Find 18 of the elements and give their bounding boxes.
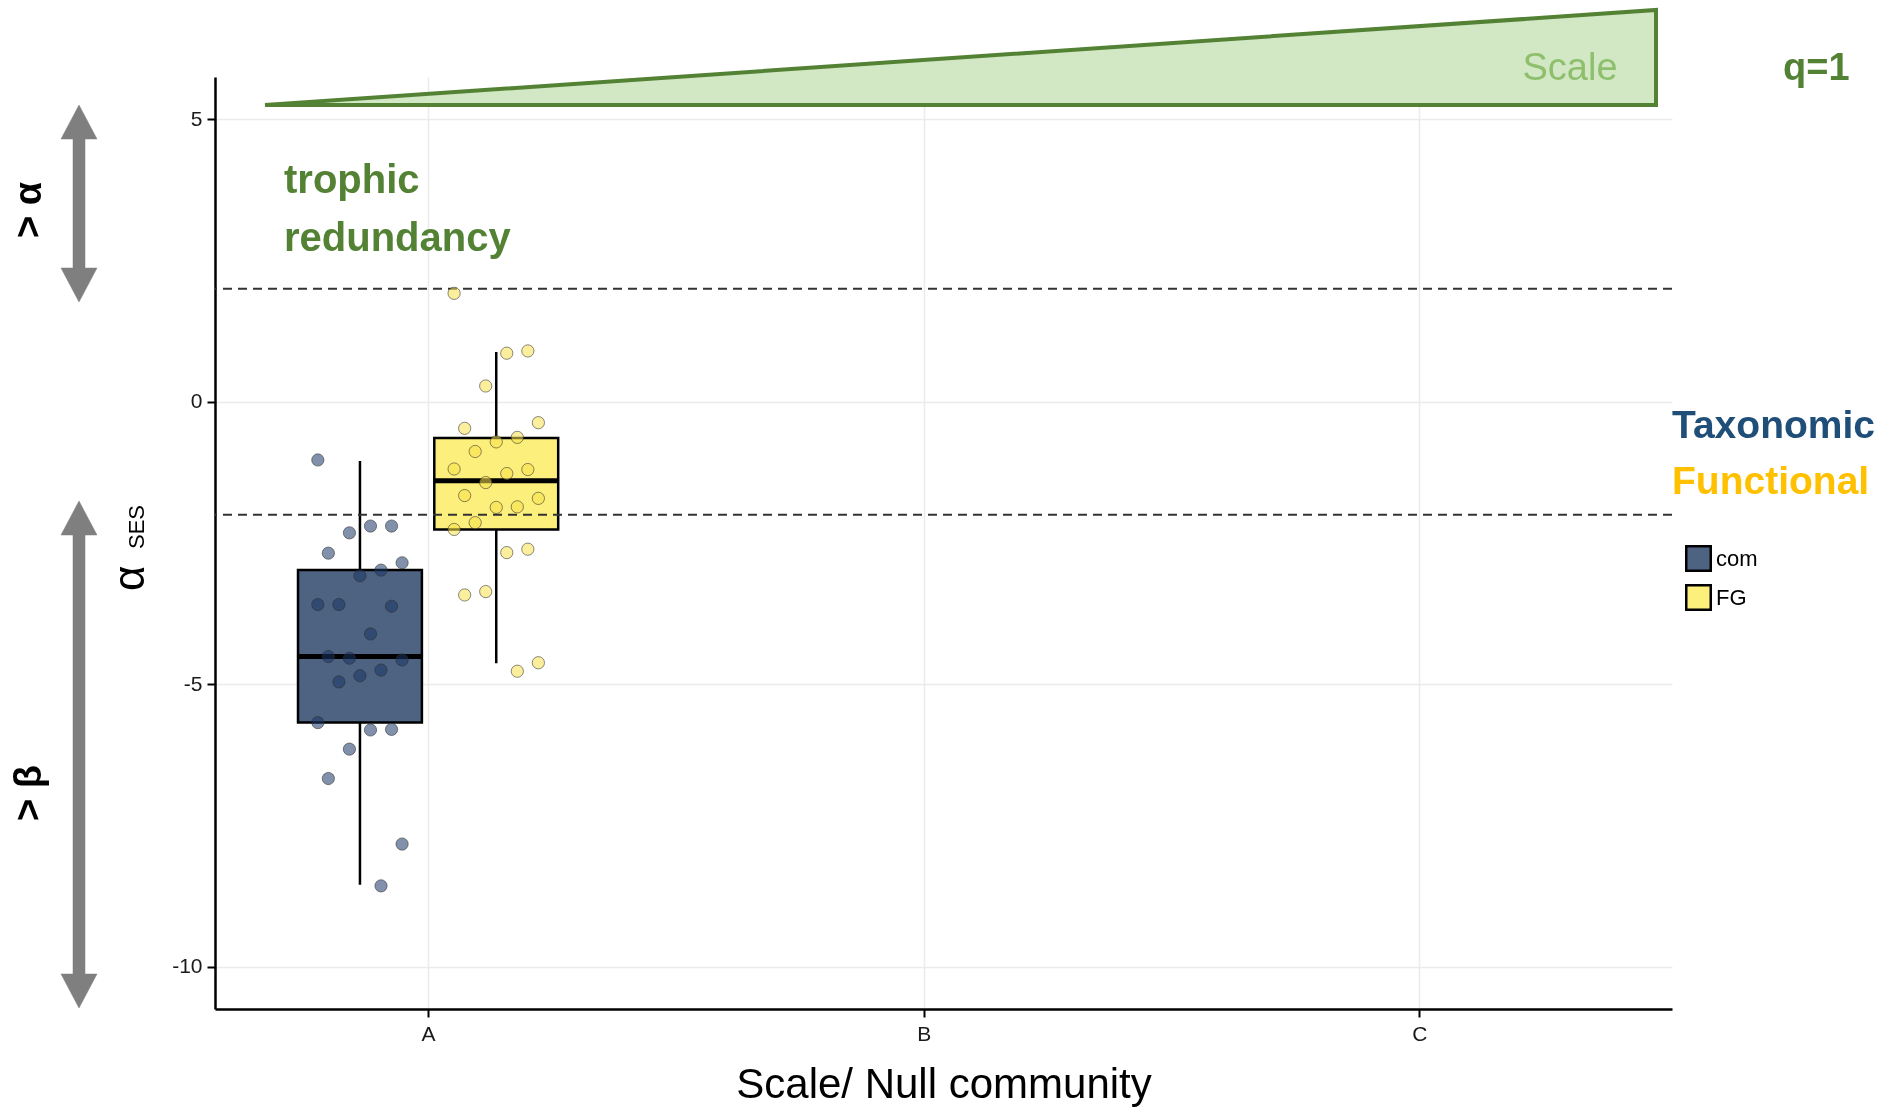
legend-label: com bbox=[1716, 545, 1758, 571]
y-tick-label: 5 bbox=[190, 106, 203, 130]
text: q=1 bbox=[1783, 46, 1850, 88]
annotation: trophic redundancy bbox=[284, 157, 512, 259]
x-tick-label: A bbox=[421, 1021, 436, 1045]
x-axis-title: Scale/ Null community bbox=[736, 1059, 1152, 1107]
y-tick-label: -5 bbox=[183, 671, 203, 695]
annotation: Scale bbox=[1522, 46, 1618, 88]
x-tick-label: C bbox=[1412, 1021, 1428, 1045]
text: > β bbox=[7, 765, 49, 821]
x-tick-label: B bbox=[917, 1021, 932, 1045]
annotation: Taxonomic bbox=[1672, 403, 1875, 446]
y-tick-label: -10 bbox=[172, 954, 203, 978]
text: > α bbox=[7, 181, 49, 239]
annotation: Functional bbox=[1672, 459, 1870, 502]
legend-label: FG bbox=[1716, 584, 1747, 610]
y-axis-title: αSES bbox=[104, 504, 153, 591]
y-tick-label: 0 bbox=[190, 389, 203, 413]
